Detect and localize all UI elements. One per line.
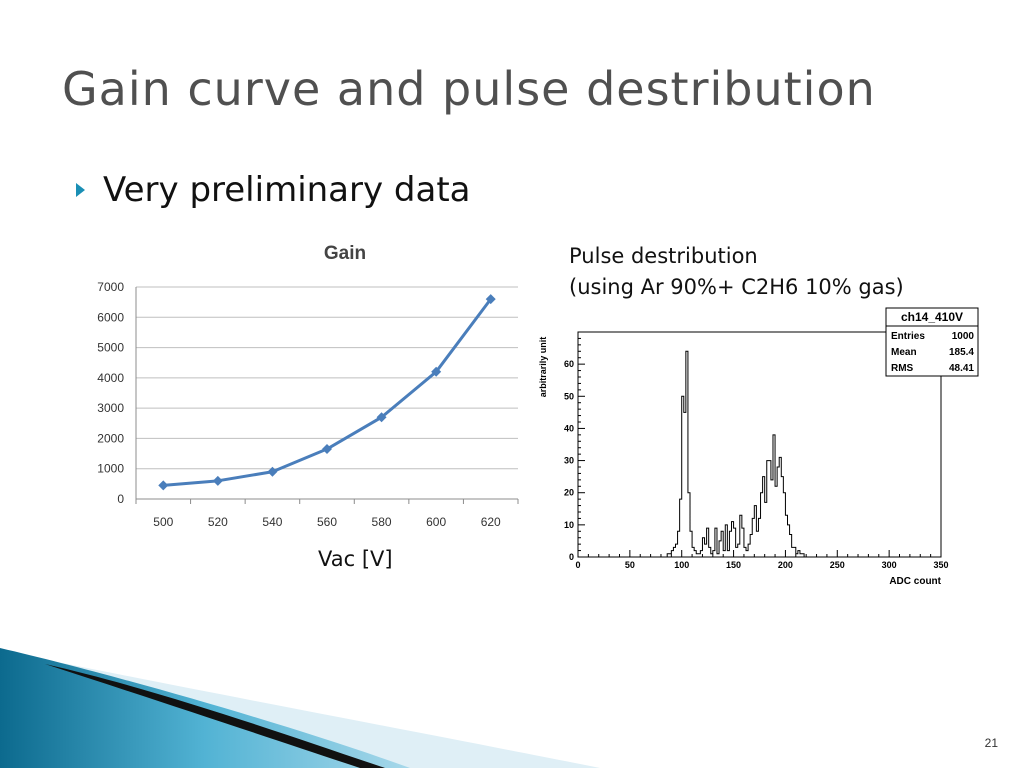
histogram-x-tick-label: 0 [575, 560, 580, 570]
gain-chart-title: Gain [324, 243, 366, 264]
gain-x-tick-label: 540 [262, 515, 282, 529]
histogram-x-tick-label: 150 [726, 560, 741, 570]
stats-box: ch14_410V Entries 1000 Mean 185.4 RMS 48… [885, 307, 979, 377]
pulse-caption-line1: Pulse destribution [569, 244, 758, 268]
histogram-y-tick-label: 30 [564, 456, 574, 466]
stats-value-mean: 185.4 [949, 347, 974, 358]
gain-data-point [212, 475, 223, 486]
stats-value-rms: 48.41 [949, 363, 974, 374]
bullet-row: Very preliminary data [76, 170, 471, 210]
histogram-steps [578, 350, 941, 558]
gain-x-label: Vac [V] [318, 547, 393, 571]
gain-data-point [376, 412, 387, 423]
gain-x-tick-label: 500 [153, 515, 173, 529]
slide-title: Gain curve and pulse destribution [62, 62, 876, 116]
bullet-text: Very preliminary data [103, 170, 471, 210]
stats-label-entries: Entries [891, 331, 925, 342]
gain-data-point [158, 480, 169, 491]
stats-title: ch14_410V [901, 310, 963, 324]
pulse-histogram: 0 50 100 150 200 250 300 350 0 10 20 30 40 50 60 arbit… [538, 307, 979, 587]
stats-label-mean: Mean [891, 347, 917, 358]
gain-y-tick-label: 0 [117, 492, 124, 506]
histogram-y-tick-label: 10 [564, 520, 574, 530]
gain-x-tick-label: 600 [426, 515, 446, 529]
histogram-x-tick-label: 50 [625, 560, 635, 570]
histogram-y-tick-label: 50 [564, 391, 574, 401]
gain-data-point [322, 444, 332, 455]
histogram-y-tick-label: 20 [564, 488, 574, 498]
histogram-x-tick-label: 250 [830, 560, 845, 570]
gain-y-tick-label: 1000 [97, 462, 124, 476]
histogram-x-tick-label: 300 [882, 560, 897, 570]
gain-y-tick-label: 6000 [97, 310, 124, 324]
gain-y-tick-label: 4000 [97, 371, 124, 385]
stats-value-entries: 1000 [952, 331, 975, 342]
gain-data-point [485, 294, 496, 305]
pulse-caption-line2: (using Ar 90%+ C2H6 10% gas) [569, 275, 904, 299]
gain-series-line [163, 298, 492, 487]
triangle-bullet-icon [76, 183, 85, 197]
gain-y-tick-label: 3000 [97, 401, 124, 415]
gain-data-point [431, 366, 442, 377]
histogram-y-tick-label: 40 [564, 423, 574, 433]
gain-x-tick-label: 520 [208, 515, 228, 529]
histogram-ylabel: arbitrarily unit [538, 337, 548, 398]
histogram-x-tick-label: 200 [778, 560, 793, 570]
gain-x-tick-label: 580 [372, 515, 392, 529]
gain-y-tick-label: 2000 [97, 431, 124, 445]
histogram-y-tick-label: 60 [564, 359, 574, 369]
gain-y-tick-label: 7000 [97, 280, 124, 294]
stats-label-rms: RMS [891, 363, 914, 374]
gain-chart: Gain 0 1000 2000 3000 4000 5000 6000 7000 500 520… [97, 243, 519, 529]
gain-x-tick-label: 560 [317, 515, 337, 529]
gain-y-tick-label: 5000 [97, 341, 124, 355]
gain-x-tick-label: 620 [481, 515, 501, 529]
histogram-frame [577, 331, 942, 558]
histogram-x-tick-label: 350 [933, 560, 948, 570]
histogram-xlabel: ADC count [889, 576, 941, 587]
decorative-swoosh [0, 648, 600, 768]
slide-number: 21 [984, 736, 998, 750]
gain-data-point [267, 466, 278, 477]
histogram-y-tick-label: 0 [569, 552, 574, 562]
histogram-x-tick-label: 100 [674, 560, 689, 570]
